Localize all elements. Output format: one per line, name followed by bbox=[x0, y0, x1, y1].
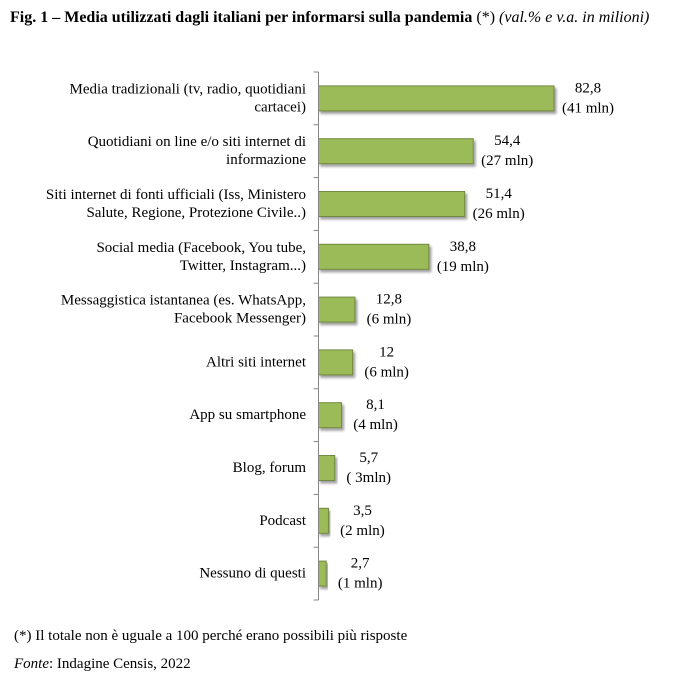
bar bbox=[318, 560, 327, 587]
value-label: 82,8 bbox=[575, 80, 601, 96]
absolute-label: ( 3mln) bbox=[346, 470, 391, 486]
category-label: Siti internet di fonti ufficiali (Iss, M… bbox=[46, 187, 306, 203]
footnote-source: Fonte: Indagine Censis, 2022 bbox=[14, 656, 191, 673]
category-label: Altri siti internet bbox=[206, 354, 307, 370]
bar bbox=[318, 507, 329, 534]
absolute-label: (4 mln) bbox=[353, 417, 398, 433]
absolute-label: (2 mln) bbox=[340, 523, 385, 539]
bar bbox=[318, 138, 474, 165]
absolute-label: (1 mln) bbox=[338, 576, 383, 592]
y-axis-ticks bbox=[313, 71, 319, 601]
category-labels: Media tradizionali (tv, radio, quotidian… bbox=[46, 81, 307, 581]
absolute-label: (26 mln) bbox=[473, 206, 525, 222]
absolute-label: (19 mln) bbox=[437, 259, 489, 275]
absolute-label: (6 mln) bbox=[367, 312, 412, 328]
value-label: 3,5 bbox=[353, 503, 372, 519]
absolute-label: (27 mln) bbox=[481, 153, 533, 169]
category-label: Blog, forum bbox=[233, 460, 307, 476]
category-label: Nessuno di questi bbox=[199, 566, 306, 582]
bar bbox=[318, 85, 555, 112]
chart-title-unit: (val.% e v.a. in milioni) bbox=[499, 9, 650, 26]
category-label: App su smartphone bbox=[189, 407, 306, 423]
category-label: Podcast bbox=[259, 513, 306, 529]
value-labels: 82,8 (41 mln) 54,4 (27 mln) 51,4 (26 mln) 38,8… bbox=[338, 80, 614, 591]
bar bbox=[318, 243, 430, 270]
source-label: Fonte bbox=[14, 656, 49, 672]
value-label: 2,7 bbox=[351, 556, 370, 572]
category-label: Media tradizionali (tv, radio, quotidian… bbox=[70, 81, 306, 97]
chart-title: Fig. 1 – Media utilizzati dagli italiani… bbox=[10, 8, 690, 28]
chart-title-marker: (*) bbox=[476, 9, 496, 26]
chart-title-main: Fig. 1 – Media utilizzati dagli italiani… bbox=[10, 9, 473, 26]
value-label: 12 bbox=[379, 344, 394, 360]
category-label: Quotidiani on line e/o siti internet di bbox=[88, 134, 306, 150]
value-label: 5,7 bbox=[359, 450, 378, 466]
category-label: Salute, Regione, Protezione Civile..) bbox=[86, 205, 306, 221]
category-label: Messaggistica istantanea (es. WhatsApp, bbox=[61, 293, 306, 309]
value-label: 38,8 bbox=[450, 239, 476, 255]
category-label: Social media (Facebook, You tube, bbox=[96, 240, 306, 256]
value-label: 51,4 bbox=[486, 186, 513, 202]
value-label: 8,1 bbox=[366, 397, 385, 413]
bar bbox=[318, 349, 354, 376]
value-label: 54,4 bbox=[494, 133, 521, 149]
absolute-label: (41 mln) bbox=[562, 100, 614, 116]
bar bbox=[318, 296, 356, 323]
bar bbox=[318, 191, 466, 217]
category-label: Twitter, Instagram...) bbox=[180, 258, 306, 274]
bar bbox=[318, 455, 336, 481]
category-label: informazione bbox=[226, 152, 306, 168]
category-label: Facebook Messenger) bbox=[174, 311, 306, 327]
absolute-label: (6 mln) bbox=[364, 364, 409, 380]
footnote-note: (*) Il totale non è uguale a 100 perché … bbox=[14, 628, 408, 644]
bar bbox=[318, 402, 343, 429]
source-text: : Indagine Censis, 2022 bbox=[49, 656, 191, 672]
value-label: 12,8 bbox=[376, 292, 402, 308]
category-label: cartacei) bbox=[254, 99, 306, 115]
